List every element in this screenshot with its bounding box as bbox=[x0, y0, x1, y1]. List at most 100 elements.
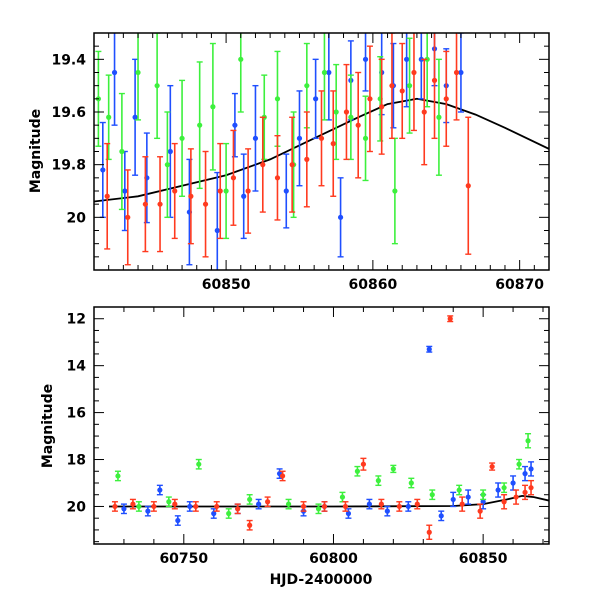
data-point bbox=[501, 485, 507, 491]
data-point bbox=[465, 183, 471, 189]
top-series-1-point bbox=[118, 92, 125, 211]
top-series-0-point bbox=[403, 33, 410, 108]
x-tick-label: 60850 bbox=[202, 277, 251, 293]
data-point bbox=[456, 487, 462, 493]
data-point bbox=[112, 503, 118, 510]
data-point bbox=[274, 175, 281, 181]
bottom-series-0-point bbox=[144, 505, 151, 517]
data-point bbox=[296, 135, 303, 141]
data-point bbox=[172, 501, 178, 507]
bottom-series-1-point bbox=[225, 508, 232, 519]
bottom-series-1-point bbox=[480, 489, 487, 501]
top-series-0-point bbox=[457, 33, 464, 113]
top-series-2-point bbox=[410, 33, 417, 132]
top-series-0-point bbox=[362, 33, 369, 92]
top-series-2-point bbox=[187, 148, 194, 245]
data-point bbox=[196, 461, 202, 467]
data-point bbox=[136, 503, 142, 510]
bottom-series-2-point bbox=[150, 501, 157, 512]
top-series-2-point bbox=[318, 90, 325, 187]
bottom-series-1-point bbox=[315, 503, 322, 515]
top-series-2-point bbox=[366, 45, 373, 153]
bottom-series-2-point bbox=[528, 479, 535, 496]
bottom-series-0-point bbox=[426, 345, 433, 353]
bottom-series-1-point bbox=[114, 470, 121, 482]
top-series-0-point bbox=[132, 58, 139, 176]
data-point bbox=[304, 83, 310, 89]
data-point bbox=[188, 193, 194, 199]
data-point bbox=[443, 96, 449, 102]
data-point bbox=[495, 487, 501, 493]
top-series-1-point bbox=[179, 79, 186, 197]
data-point bbox=[132, 114, 138, 120]
data-point bbox=[411, 69, 417, 76]
data-point bbox=[453, 69, 460, 76]
top-series-1-point bbox=[209, 42, 216, 171]
data-point bbox=[285, 501, 292, 507]
top-series-2-point bbox=[124, 169, 131, 266]
bottom-series-0-point bbox=[528, 461, 535, 477]
data-point bbox=[362, 135, 369, 141]
data-point bbox=[389, 83, 395, 89]
data-point bbox=[283, 188, 289, 194]
top-series-2-point bbox=[303, 111, 310, 208]
top-series-2-point bbox=[421, 58, 428, 166]
data-point bbox=[232, 122, 238, 128]
top-series-2-point bbox=[431, 33, 438, 140]
data-point bbox=[193, 503, 199, 510]
bottom-series-0-point bbox=[384, 505, 391, 517]
bottom-series-0-point bbox=[210, 508, 217, 519]
data-point bbox=[459, 501, 465, 507]
top-series-1-point bbox=[223, 142, 230, 240]
bottom-series-2-point bbox=[300, 501, 307, 512]
bottom-series-2-point bbox=[264, 496, 271, 508]
top-series-1-point bbox=[406, 37, 413, 134]
top-series-2-point bbox=[388, 33, 395, 140]
top-series-2-point bbox=[343, 63, 350, 161]
data-point bbox=[436, 114, 442, 120]
bottom-series-0-point bbox=[174, 515, 181, 526]
data-point bbox=[431, 77, 438, 83]
data-point bbox=[122, 188, 128, 194]
data-point bbox=[197, 122, 203, 128]
bottom-series-2-point bbox=[192, 501, 199, 512]
top-series-0-point bbox=[121, 150, 128, 232]
x-tick-label: 60850 bbox=[459, 551, 508, 567]
bottom-plot-area bbox=[109, 315, 549, 541]
data-point bbox=[321, 69, 328, 76]
top-series-2-point bbox=[355, 71, 362, 179]
data-point bbox=[241, 193, 247, 199]
bottom-series-1-point bbox=[408, 477, 415, 489]
data-point bbox=[235, 506, 241, 512]
data-point bbox=[379, 104, 385, 110]
data-point bbox=[399, 88, 405, 94]
top-series-0-point bbox=[240, 153, 247, 240]
bottom-series-0-point bbox=[465, 489, 472, 505]
top-series-2-point bbox=[230, 129, 237, 226]
data-point bbox=[355, 122, 361, 128]
bottom-series-0-point bbox=[438, 510, 445, 522]
bottom-series-1-point bbox=[525, 433, 532, 449]
data-point bbox=[522, 489, 528, 495]
data-point bbox=[142, 201, 148, 207]
data-point bbox=[406, 83, 413, 89]
data-point bbox=[167, 148, 173, 155]
bottom-series-1-point bbox=[456, 484, 463, 496]
top-series-2-point bbox=[202, 150, 209, 258]
top-series-2-point bbox=[142, 156, 149, 253]
bottom-series-2-point bbox=[321, 501, 328, 512]
data-point bbox=[345, 510, 352, 517]
y-tick-label: 19.6 bbox=[51, 105, 86, 121]
bottom-series-2-point bbox=[213, 501, 220, 512]
data-point bbox=[339, 494, 346, 500]
bottom-series-0-point bbox=[255, 498, 262, 510]
top-series-2-point bbox=[259, 116, 266, 213]
top-series-1-point bbox=[391, 137, 398, 245]
top-series-2-point bbox=[289, 116, 296, 213]
top-series-2-point bbox=[104, 142, 111, 250]
bottom-series-1-point bbox=[165, 496, 172, 508]
data-point bbox=[100, 167, 106, 173]
data-point bbox=[300, 503, 307, 510]
data-point bbox=[458, 69, 464, 76]
bottom-series-1-point bbox=[390, 464, 397, 474]
